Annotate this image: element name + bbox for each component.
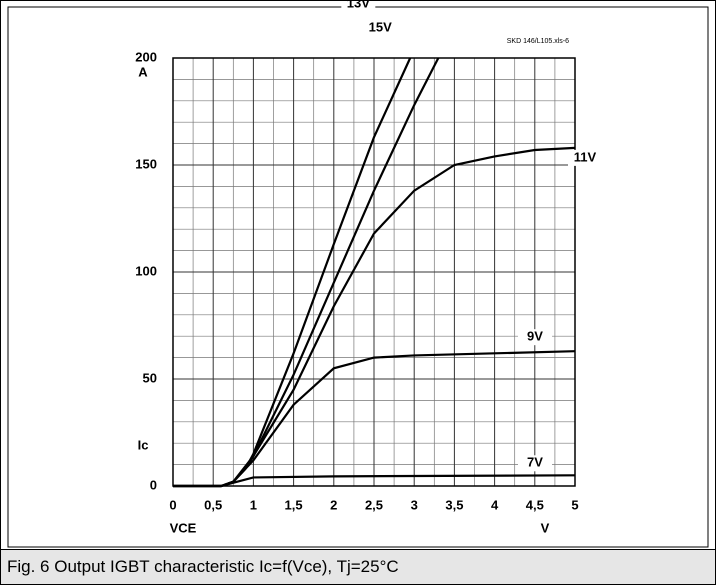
frame <box>7 6 709 548</box>
x-unit: V <box>541 520 550 535</box>
y-tick-label: 200 <box>135 49 157 64</box>
x-tick-label: 4 <box>491 497 499 512</box>
x-tick-label: 1,5 <box>285 497 303 512</box>
x-tick-label: 0 <box>169 497 176 512</box>
x-tick-label: 5 <box>571 497 578 512</box>
caption: Fig. 6 Output IGBT characteristic Ic=f(V… <box>1 549 715 584</box>
label-bg <box>518 455 552 472</box>
y-tick-label: 100 <box>135 263 157 278</box>
x-tick-label: 2,5 <box>365 497 383 512</box>
label-bg <box>341 1 376 12</box>
curve-label: 9V <box>527 329 543 344</box>
x-tick-label: 4,5 <box>526 497 544 512</box>
label-bg <box>518 329 552 346</box>
curve <box>173 474 576 488</box>
y-symbol: Ic <box>138 437 149 452</box>
x-tick-label: 3,5 <box>445 497 463 512</box>
chart: SKD 146/L105.xls-6 0 0,5 1 1,5 2 2,5 3 3,5 4 4,5 5… <box>7 1 709 548</box>
label-bg <box>363 20 398 36</box>
x-tick-label: 3 <box>411 497 418 512</box>
y-unit: A <box>138 64 148 79</box>
x-tick-label: 0,5 <box>204 497 222 512</box>
x-tick-label: 2 <box>330 497 337 512</box>
y-tick-label: 0 <box>150 477 157 492</box>
curve-label: 11V <box>574 149 597 164</box>
x-symbol: VCE <box>170 520 197 535</box>
x-tick-label: 1 <box>250 497 257 512</box>
curve-label: 15V <box>369 19 392 34</box>
note: SKD 146/L105.xls-6 <box>507 38 569 45</box>
y-tick-label: 50 <box>143 370 157 385</box>
label-bg <box>568 149 602 166</box>
y-tick-label: 150 <box>135 156 157 171</box>
curve-label: 7V <box>527 455 543 470</box>
plot-border <box>172 57 576 487</box>
curve-label: 13V <box>347 1 370 10</box>
